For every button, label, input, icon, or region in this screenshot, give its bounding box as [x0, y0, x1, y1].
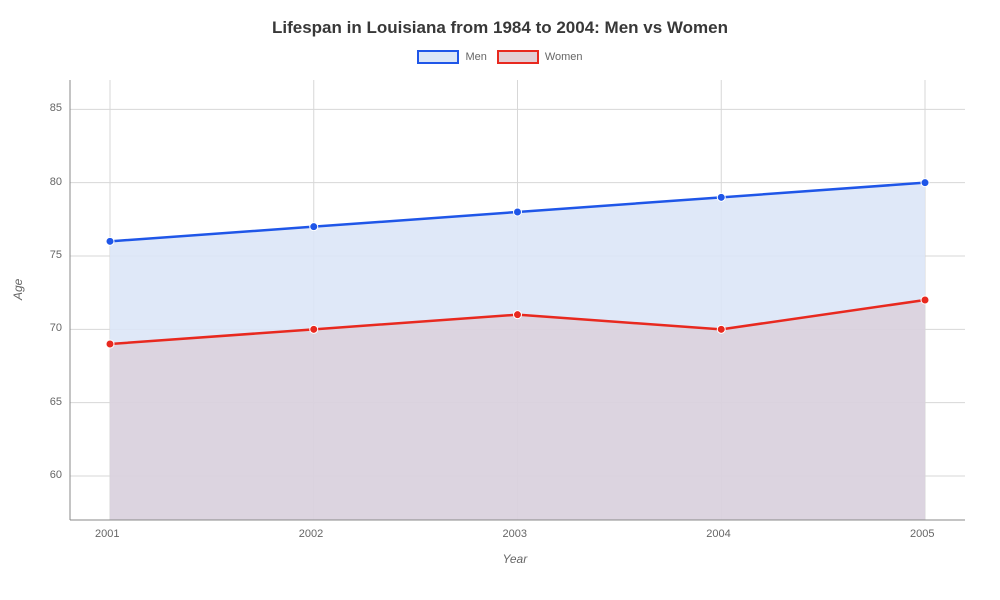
chart-container: Lifespan in Louisiana from 1984 to 2004:… — [0, 0, 1000, 600]
y-axis-label: Age — [11, 279, 25, 300]
x-axis-label: Year — [503, 552, 528, 566]
y-tick-label: 75 — [50, 249, 62, 261]
y-tick-label: 80 — [50, 176, 62, 188]
x-tick-label: 2004 — [706, 528, 730, 540]
y-tick-label: 60 — [50, 469, 62, 481]
x-tick-label: 2005 — [910, 528, 934, 540]
x-tick-label: 2001 — [95, 528, 119, 540]
y-tick-label: 85 — [50, 102, 62, 114]
plot-area — [0, 0, 1000, 600]
y-tick-label: 70 — [50, 322, 62, 334]
x-tick-label: 2003 — [503, 528, 527, 540]
x-tick-label: 2002 — [299, 528, 323, 540]
y-tick-label: 65 — [50, 396, 62, 408]
